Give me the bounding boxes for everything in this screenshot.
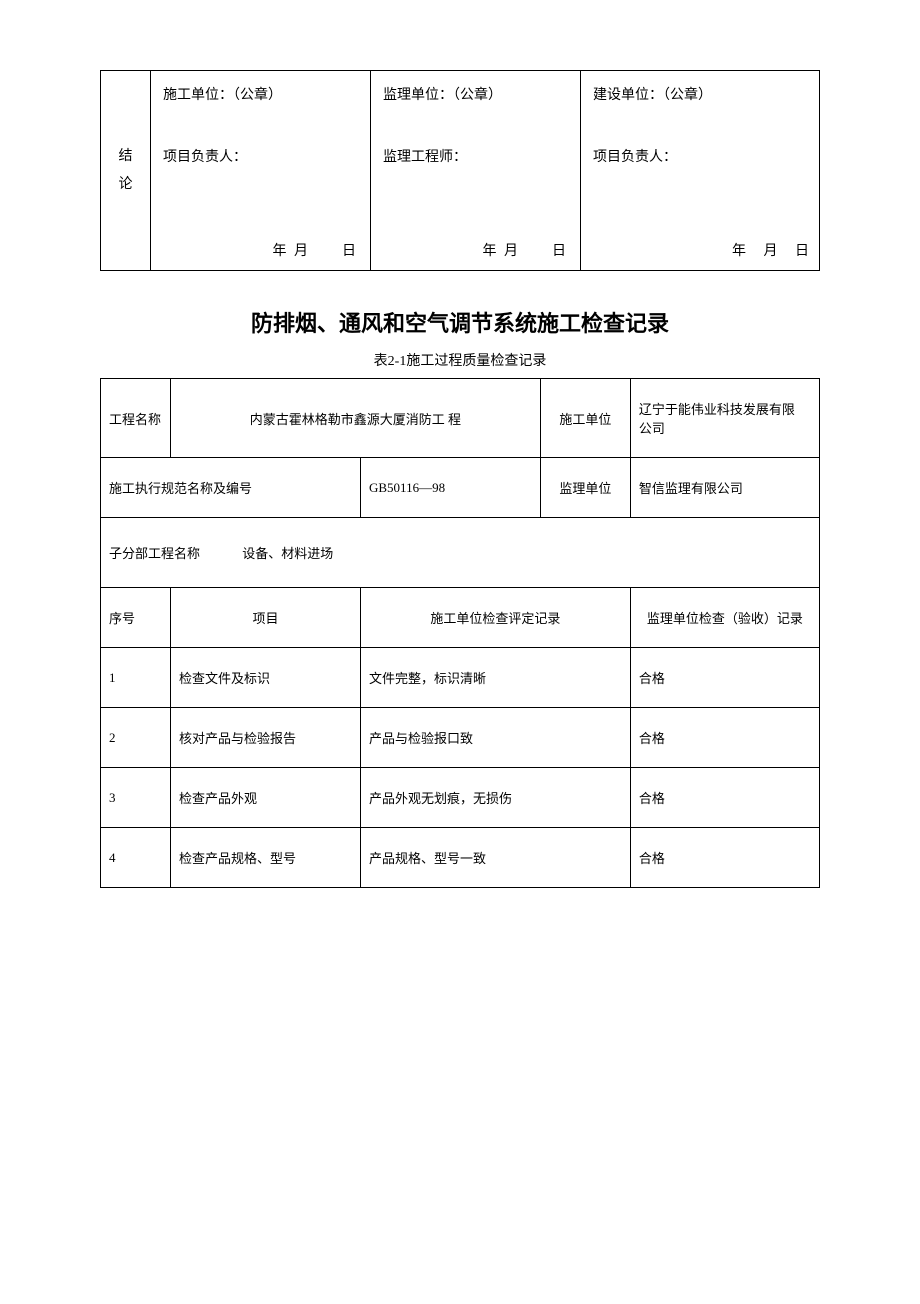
sub-project-row: 子分部工程名称 设备、材料进场 (101, 518, 820, 588)
row-item: 核对产品与检验报告 (171, 708, 361, 768)
construction-date: 年 月 日 (273, 240, 359, 260)
owner-date-month: 月 (764, 240, 778, 260)
row-seq: 2 (101, 708, 171, 768)
owner-unit-cell: 建设单位：（公章） 项目负责人： 年 月 日 (581, 71, 820, 271)
construction-unit-label: 施工单位 (540, 379, 630, 458)
spec-name-label: 施工执行规范名称及编号 (101, 458, 361, 518)
supervision-engineer: 监理工程师： (383, 143, 568, 174)
construction-project-leader: 项目负责人： (163, 143, 358, 174)
row-check: 产品规格、型号一致 (361, 828, 631, 888)
supervision-unit-cell: 监理单位：（公章） 监理工程师： 年 月 日 (371, 71, 581, 271)
row-accept: 合格 (630, 828, 819, 888)
conclusion-signature-table: 结 论 施工单位：（公章） 项目负责人： 年 月 日 监理单位：（公章） 监理工… (100, 70, 820, 271)
supervision-unit-label: 监理单位 (540, 458, 630, 518)
supervision-date: 年 月 日 (483, 240, 569, 260)
project-name-label: 工程名称 (101, 379, 171, 458)
owner-project-leader: 项目负责人： (593, 143, 807, 174)
header-seq: 序号 (101, 588, 171, 648)
spec-name-value: GB50116—98 (361, 458, 541, 518)
row-accept: 合格 (630, 648, 819, 708)
conclusion-label-char2: 论 (116, 171, 135, 199)
document-title: 防排烟、通风和空气调节系统施工检查记录 (100, 306, 820, 338)
conclusion-label-char1: 结 (116, 143, 135, 171)
row-accept: 合格 (630, 768, 819, 828)
row-seq: 1 (101, 648, 171, 708)
table-row: 3 检查产品外观 产品外观无划痕，无损伤 合格 (101, 768, 820, 828)
table-row: 4 检查产品规格、型号 产品规格、型号一致 合格 (101, 828, 820, 888)
row-check: 文件完整，标识清晰 (361, 648, 631, 708)
row-seq: 4 (101, 828, 171, 888)
row-item: 检查产品外观 (171, 768, 361, 828)
sub-project-label: 子分部工程名称 (109, 546, 200, 561)
construction-unit-cell: 施工单位：（公章） 项目负责人： 年 月 日 (151, 71, 371, 271)
row-seq: 3 (101, 768, 171, 828)
header-check: 施工单位检查评定记录 (361, 588, 631, 648)
owner-date-year: 年 (732, 240, 746, 260)
construction-unit-value: 辽宁于能伟业科技发展有限 公司 (630, 379, 819, 458)
inspection-record-table: 工程名称 内蒙古霍林格勒市鑫源大厦消防工 程 施工单位 辽宁于能伟业科技发展有限… (100, 378, 820, 888)
row-item: 检查产品规格、型号 (171, 828, 361, 888)
supervision-unit-value: 智信监理有限公司 (630, 458, 819, 518)
row-item: 检查文件及标识 (171, 648, 361, 708)
supervision-unit-stamp: 监理单位：（公章） (383, 81, 568, 112)
document-subtitle: 表2-1施工过程质量检查记录 (100, 350, 820, 370)
owner-unit-stamp: 建设单位：（公章） (593, 81, 807, 112)
header-item: 项目 (171, 588, 361, 648)
row-check: 产品与检验报口致 (361, 708, 631, 768)
table-row: 2 核对产品与检验报告 产品与检验报口致 合格 (101, 708, 820, 768)
row-check: 产品外观无划痕，无损伤 (361, 768, 631, 828)
row-accept: 合格 (630, 708, 819, 768)
table-row: 1 检查文件及标识 文件完整，标识清晰 合格 (101, 648, 820, 708)
construction-unit-stamp: 施工单位：（公章） (163, 81, 358, 112)
owner-date: 年 月 日 (593, 240, 809, 260)
owner-date-day: 日 (795, 240, 809, 260)
sub-project-value: 设备、材料进场 (242, 546, 333, 561)
conclusion-label: 结 论 (101, 71, 151, 271)
header-accept: 监理单位检查（验收）记录 (630, 588, 819, 648)
project-name-value: 内蒙古霍林格勒市鑫源大厦消防工 程 (171, 379, 541, 458)
